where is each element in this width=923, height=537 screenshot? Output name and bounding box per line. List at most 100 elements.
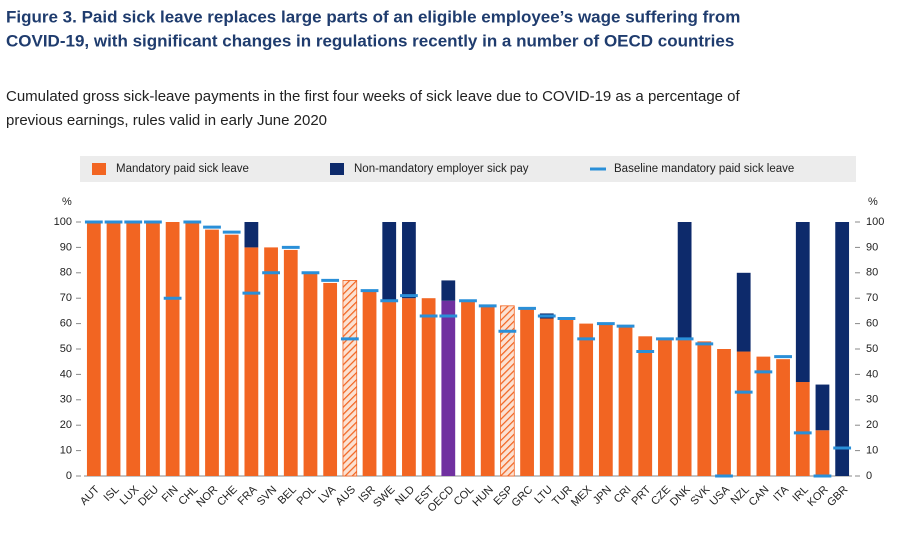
bar-non-mandatory: [441, 280, 456, 301]
bar-mandatory: [362, 290, 377, 476]
bar-non-mandatory: [677, 222, 692, 339]
legend-swatch: [330, 163, 344, 175]
x-tick-label: CAN: [747, 484, 772, 509]
bar-mandatory: [205, 229, 219, 476]
x-tick-label: SWE: [371, 484, 397, 510]
bar-mandatory: [402, 298, 416, 476]
bar-non-mandatory: [402, 222, 416, 299]
bar-mandatory: [559, 318, 574, 476]
y-tick-label: 0: [66, 470, 72, 482]
bar-mandatory: [323, 282, 338, 476]
y2-tick-label: 20: [866, 419, 878, 431]
bar-mandatory: [303, 272, 318, 476]
subtitle: previous earnings, rules valid in early …: [6, 112, 327, 129]
chart-title: Figure 3. Paid sick leave replaces large…: [6, 7, 740, 26]
bar-mandatory: [224, 234, 239, 476]
y2-tick-label: 40: [866, 368, 878, 380]
y2-axis-label: %: [868, 196, 878, 208]
bar-mandatory: [441, 300, 456, 476]
bar-mandatory: [697, 341, 712, 476]
bar-mandatory: [736, 351, 751, 476]
x-tick-label: USA: [708, 483, 733, 508]
x-tick-label: GBR: [825, 484, 850, 509]
bar-mandatory: [165, 222, 180, 476]
y-tick-label: 100: [54, 216, 72, 228]
y2-tick-label: 70: [866, 292, 878, 304]
bar-non-mandatory: [815, 384, 830, 431]
x-tick-label: AUS: [334, 484, 358, 508]
bar-mandatory: [520, 308, 534, 476]
bar-non-mandatory: [736, 272, 751, 352]
y2-tick-label: 80: [866, 267, 878, 279]
y2-tick-label: 30: [866, 394, 878, 406]
bar-non-mandatory: [244, 222, 259, 248]
x-tick-label: CHE: [215, 484, 240, 509]
bar-mandatory: [382, 300, 397, 476]
bar-mandatory: [756, 356, 771, 476]
y2-tick-label: 60: [866, 318, 878, 330]
x-tick-label: DNK: [668, 483, 693, 508]
bar-mandatory: [500, 305, 515, 477]
y2-tick-label: 10: [866, 445, 878, 457]
x-tick-label: POL: [295, 484, 319, 508]
x-tick-label: MEX: [569, 483, 595, 509]
x-tick-label: TUR: [550, 484, 575, 509]
legend-swatch: [92, 163, 106, 175]
bar-mandatory: [618, 326, 633, 476]
legend-label: Baseline mandatory paid sick leave: [614, 163, 794, 175]
bar-mandatory: [539, 318, 554, 476]
y-tick-label: 10: [60, 445, 72, 457]
bar-mandatory: [86, 222, 101, 476]
y-tick-label: 90: [60, 241, 72, 253]
x-tick-label: CRI: [612, 484, 634, 506]
bar-mandatory: [106, 222, 121, 476]
y-tick-label: 40: [60, 368, 72, 380]
legend-label: Non-mandatory employer sick pay: [354, 163, 529, 175]
bar-non-mandatory: [835, 222, 850, 476]
x-tick-label: NOR: [194, 484, 220, 510]
bar-mandatory: [283, 249, 298, 476]
bar-mandatory: [598, 323, 613, 476]
x-tick-label: PRT: [629, 484, 653, 508]
x-tick-label: AUT: [78, 483, 102, 507]
bar-mandatory: [264, 247, 278, 476]
x-tick-label: KOR: [805, 484, 830, 509]
bar-mandatory: [677, 338, 692, 476]
bar-mandatory: [421, 298, 436, 476]
bar-mandatory: [126, 222, 141, 476]
bar-mandatory: [717, 349, 731, 476]
bar-mandatory: [638, 336, 653, 476]
bar-mandatory: [244, 247, 259, 476]
y-tick-label: 70: [60, 292, 72, 304]
legend-label: Mandatory paid sick leave: [116, 163, 249, 175]
x-tick-label: NZL: [729, 484, 752, 507]
x-tick-label: HUN: [471, 484, 496, 509]
y-tick-label: 20: [60, 419, 72, 431]
bar-mandatory: [146, 222, 160, 476]
bar-mandatory: [776, 359, 790, 476]
x-tick-label: SVN: [255, 484, 280, 509]
bar-mandatory: [658, 338, 672, 476]
x-tick-label: GRC: [509, 484, 535, 510]
y-tick-label: 50: [60, 343, 72, 355]
y2-tick-label: 90: [866, 241, 878, 253]
x-tick-label: DEU: [136, 484, 161, 509]
y-tick-label: 60: [60, 318, 72, 330]
bar-non-mandatory: [382, 222, 397, 301]
x-tick-label: NLD: [393, 484, 417, 508]
y2-tick-label: 0: [866, 470, 872, 482]
x-tick-label: JPN: [591, 484, 614, 507]
x-tick-label: LTU: [532, 484, 555, 507]
y2-tick-label: 100: [866, 216, 884, 228]
x-tick-label: BEL: [276, 484, 299, 507]
y-axis-label: %: [62, 196, 72, 208]
x-tick-label: SVK: [688, 483, 713, 508]
bar-mandatory: [815, 430, 830, 476]
bar-mandatory: [342, 280, 358, 477]
subtitle: Cumulated gross sick-leave payments in t…: [6, 88, 741, 105]
bar-non-mandatory: [795, 222, 810, 383]
y2-tick-label: 50: [866, 343, 878, 355]
x-tick-label: LUX: [118, 483, 142, 507]
bar-mandatory: [579, 323, 594, 476]
bar-mandatory: [185, 222, 200, 476]
